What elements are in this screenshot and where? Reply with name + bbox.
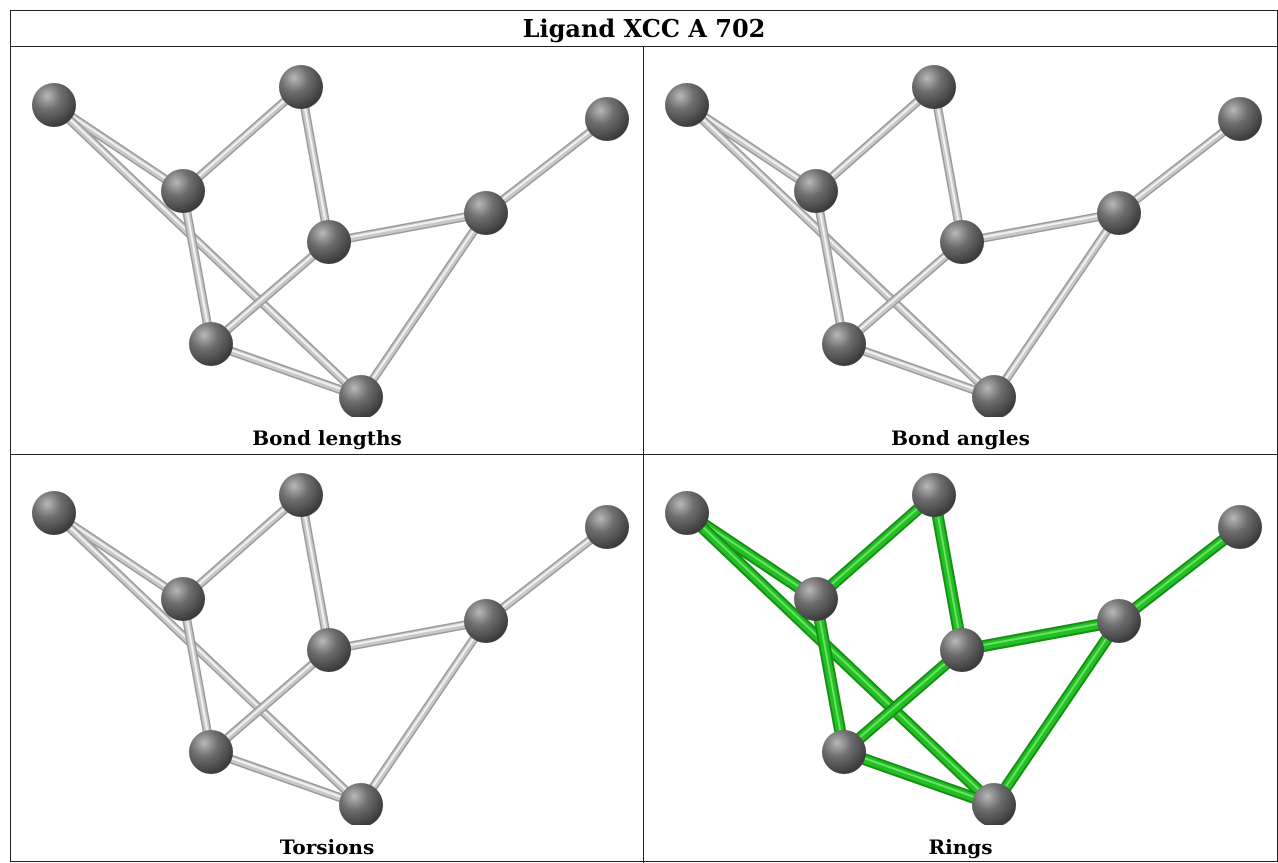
bond: [838, 746, 1000, 811]
bond: [811, 186, 849, 349]
bond: [682, 100, 821, 196]
panel-caption: Bond lengths: [252, 426, 402, 450]
bond: [178, 490, 306, 604]
bond: [1114, 114, 1245, 218]
atom-sphere: [279, 65, 323, 109]
bond: [49, 508, 188, 604]
atom-sphere: [1097, 191, 1141, 235]
bond: [178, 82, 306, 196]
atom-sphere: [279, 473, 323, 517]
atom-sphere: [940, 628, 984, 672]
atom-sphere: [189, 322, 233, 366]
bond: [206, 339, 366, 402]
bond: [988, 615, 1125, 811]
atom-sphere: [972, 783, 1016, 825]
atom-sphere: [464, 191, 508, 235]
atom-sphere: [1218, 505, 1262, 549]
molecule-view: [32, 473, 629, 825]
figure-frame: Ligand XCC A 702 Bond lengths Bond angle…: [10, 10, 1278, 863]
atom-sphere: [665, 491, 709, 535]
atom-sphere: [585, 505, 629, 549]
figure-title: Ligand XCC A 702: [11, 11, 1277, 47]
bond: [682, 100, 999, 402]
atom-sphere: [32, 83, 76, 127]
panel-torsions: Torsions: [11, 455, 644, 863]
atom-sphere: [189, 730, 233, 774]
molecule-view: [665, 65, 1262, 417]
bond: [957, 208, 1124, 247]
bond: [481, 522, 612, 626]
atom-sphere: [1097, 599, 1141, 643]
atom-sphere: [161, 169, 205, 213]
atom-sphere: [972, 375, 1016, 417]
bond: [296, 490, 334, 655]
atom-sphere: [307, 628, 351, 672]
bond: [681, 507, 1000, 811]
panel-bond-angles: Bond angles: [644, 47, 1277, 455]
atom-sphere: [912, 65, 956, 109]
bond: [810, 489, 940, 605]
bond: [356, 616, 491, 810]
atom-sphere: [32, 491, 76, 535]
bond: [206, 645, 334, 757]
atom-sphere: [339, 783, 383, 825]
atom-sphere: [464, 599, 508, 643]
molecule-view: [32, 65, 629, 417]
atom-sphere: [912, 473, 956, 517]
bond: [928, 489, 968, 656]
molecule-view: [665, 473, 1262, 825]
atom-sphere: [307, 220, 351, 264]
bond: [49, 100, 188, 196]
bond: [838, 644, 968, 758]
panel-bond-lengths: Bond lengths: [11, 47, 644, 455]
atom-sphere: [822, 322, 866, 366]
atom-sphere: [794, 577, 838, 621]
atom-sphere: [940, 220, 984, 264]
bond: [324, 616, 491, 655]
bond: [839, 237, 967, 349]
bond: [206, 237, 334, 349]
bond: [178, 594, 216, 757]
bond: [989, 208, 1124, 402]
atom-sphere: [665, 83, 709, 127]
bond: [810, 593, 850, 758]
panel-caption: Bond angles: [891, 426, 1030, 450]
atom-sphere: [339, 375, 383, 417]
atom-sphere: [1218, 97, 1262, 141]
panel-rings: Rings: [644, 455, 1277, 863]
bond: [49, 508, 366, 810]
bond: [481, 114, 612, 218]
bond: [356, 208, 491, 402]
bond: [324, 208, 491, 247]
atom-sphere: [161, 577, 205, 621]
bond: [49, 100, 366, 402]
bond: [811, 82, 939, 196]
bond: [956, 615, 1125, 656]
bond: [178, 186, 216, 349]
bond: [929, 82, 967, 247]
panel-caption: Rings: [928, 835, 993, 859]
bond: [296, 82, 334, 247]
atom-sphere: [585, 97, 629, 141]
atom-sphere: [822, 730, 866, 774]
bond: [1113, 521, 1246, 627]
bond: [839, 339, 999, 402]
panel-caption: Torsions: [279, 835, 375, 859]
bond: [206, 747, 366, 810]
atom-sphere: [794, 169, 838, 213]
